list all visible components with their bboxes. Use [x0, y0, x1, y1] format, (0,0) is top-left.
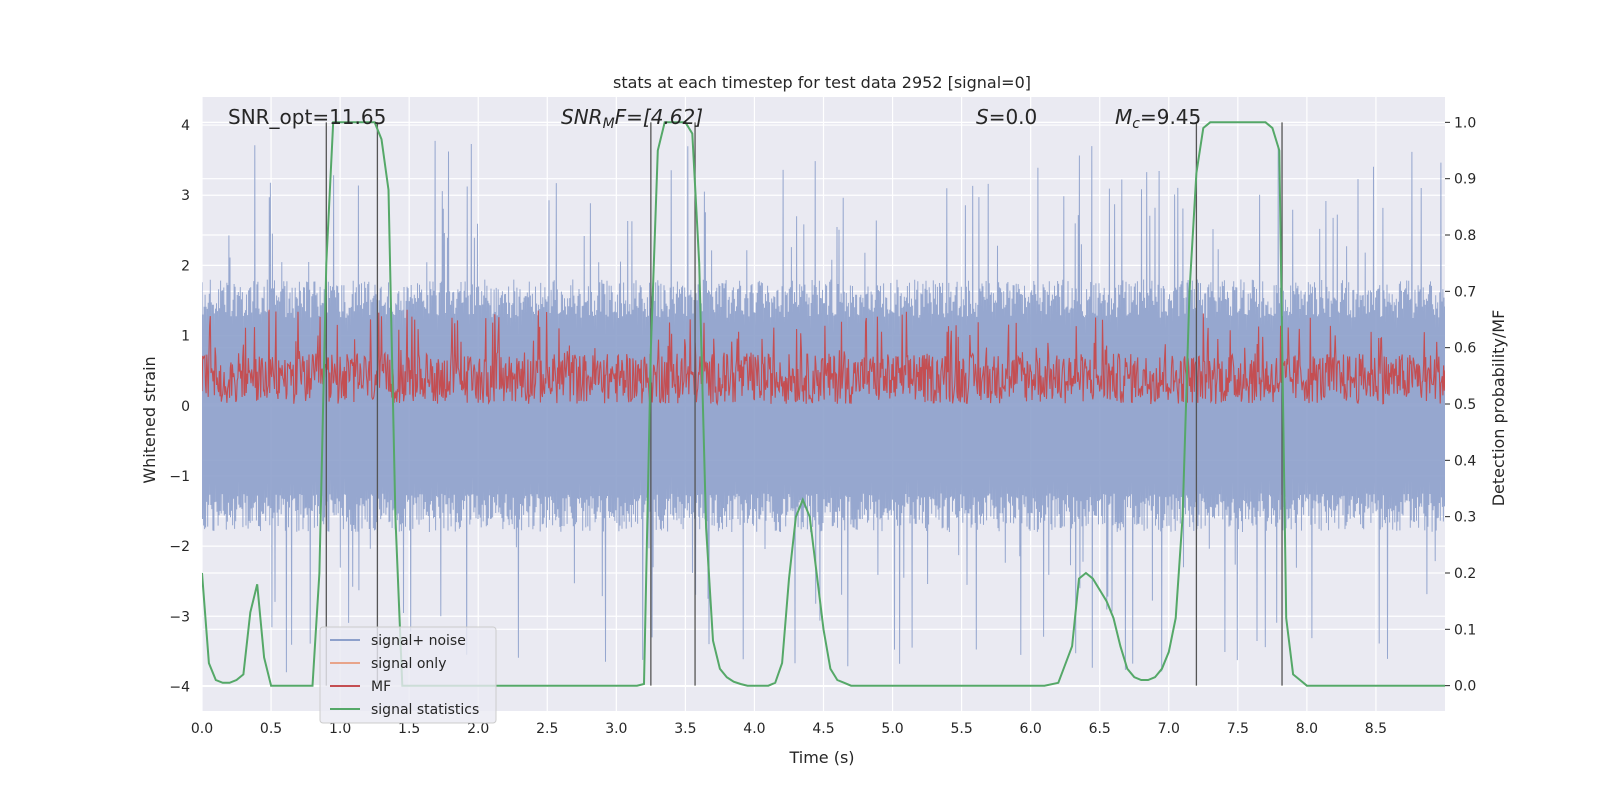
y-right-tick-label: 0.6: [1454, 341, 1476, 357]
x-axis-label: Time (s): [788, 748, 854, 767]
x-tick-label: 7.5: [1227, 721, 1249, 737]
annotation-s: S=0.0: [976, 105, 1037, 129]
x-tick-label: 5.5: [950, 721, 972, 737]
x-tick-label: 4.5: [812, 721, 834, 737]
legend-label-signal-only: signal only: [371, 656, 446, 672]
x-tick-label: 4.0: [743, 721, 765, 737]
y-right-tick-label: 0.1: [1454, 622, 1476, 638]
y-right-tick-label: 1.0: [1454, 115, 1476, 131]
legend-label-noise: signal+ noise: [371, 633, 466, 649]
y-right-tick-label: 0.3: [1454, 510, 1476, 526]
y-right-tick-label: 0.4: [1454, 453, 1476, 469]
y-right-tick-label: 0.5: [1454, 397, 1476, 413]
y-axis-label: Whitened strain: [140, 356, 159, 483]
legend-box: [319, 626, 497, 724]
y-right-tick-label: 0.9: [1454, 172, 1476, 188]
x-tick-label: 8.0: [1296, 721, 1318, 737]
y-right-tick-label: 0.2: [1454, 566, 1476, 582]
y-right-tick-label: 0.8: [1454, 228, 1476, 244]
x-tick-label: 1.0: [329, 721, 351, 737]
y-axis-label-right: Detection probability/MF: [1489, 310, 1508, 507]
y-tick-label: −3: [169, 609, 190, 625]
x-tick-label: 3.5: [674, 721, 696, 737]
x-tick-label: 0.0: [191, 721, 213, 737]
x-tick-label: 8.5: [1365, 721, 1387, 737]
y-right-tick-label: 0.0: [1454, 679, 1476, 695]
x-tick-label: 1.5: [398, 721, 420, 737]
series-mf: [202, 309, 1445, 406]
series-layer: [202, 121, 1445, 687]
x-tick-label: 2.0: [467, 721, 489, 737]
x-tick-label: 3.0: [605, 721, 627, 737]
ticks-layer: 0.0 0.5 1.0 1.5 2.0 2.5 3.0 3.5 4.0 4.5 5.0 5.5 6.0 6…: [169, 115, 1476, 737]
y-tick-label: −2: [169, 539, 190, 555]
chart-title: stats at each timestep for test data 295…: [613, 73, 1031, 92]
y-tick-label: 2: [181, 258, 190, 274]
y-tick-label: −1: [169, 469, 190, 485]
x-tick-label: 7.0: [1158, 721, 1180, 737]
y-tick-label: 0: [181, 399, 190, 415]
x-tick-label: 6.5: [1089, 721, 1111, 737]
x-tick-label: 2.5: [536, 721, 558, 737]
y-tick-label: −4: [169, 679, 190, 695]
y-tick-label: 4: [181, 118, 190, 134]
annotation-snr-mf: SNRMF=[4.62]: [561, 105, 703, 132]
legend-label-statistics: signal statistics: [371, 702, 479, 718]
legend-label-mf: MF: [371, 679, 391, 695]
annotation-snr-opt: SNR_opt=11.65: [228, 105, 386, 129]
legend: signal+ noise signal only MF signal stat…: [319, 626, 497, 724]
y-tick-label: 3: [181, 188, 190, 204]
x-tick-label: 5.0: [881, 721, 903, 737]
x-tick-label: 6.0: [1020, 721, 1042, 737]
series-signal-noise: [202, 140, 1445, 673]
series-signal-statistics: [202, 121, 1445, 687]
y-tick-label: 1: [181, 329, 190, 345]
x-tick-label: 0.5: [260, 721, 282, 737]
annotation-mc: Mc=9.45: [1115, 105, 1201, 132]
y-right-tick-label: 0.7: [1454, 284, 1476, 300]
